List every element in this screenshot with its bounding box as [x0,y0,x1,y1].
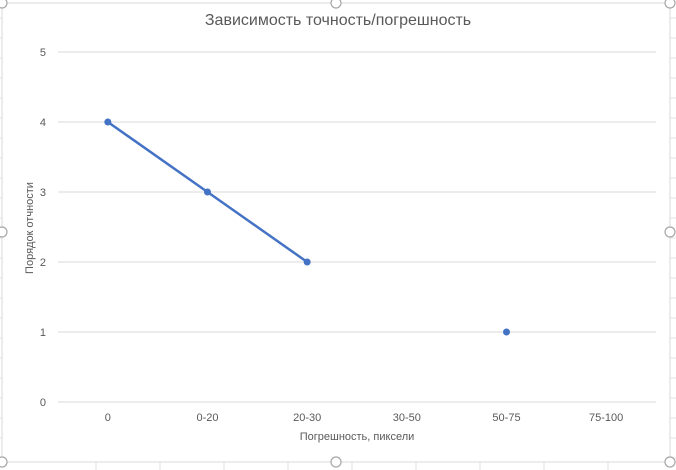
x-tick-label: 50-75 [492,412,520,424]
x-tick-label: 75-100 [589,412,623,424]
x-tick-label: 20-30 [293,412,321,424]
resize-handle[interactable] [0,0,8,9]
y-tick-label: 0 [40,397,46,409]
chart-border [1,2,671,463]
x-tick-labels: 0 0-20 20-30 30-50 50-75 75-100 [105,412,624,424]
resize-handle[interactable] [0,226,8,238]
resize-handle[interactable] [664,0,676,9]
x-axis-label[interactable]: Погрешность, пиксели [299,431,415,443]
data-point[interactable] [303,258,311,266]
y-tick-label: 3 [40,187,46,199]
x-tick-label: 0-20 [196,412,218,424]
x-tick-label: 30-50 [393,412,421,424]
chart-title[interactable]: Зависимость точность/погрешность [204,12,472,29]
y-tick-labels: 0 1 2 3 4 5 [40,47,46,409]
y-tick-label: 1 [40,327,46,339]
data-point[interactable] [503,328,510,336]
gridlines [58,51,656,403]
y-tick-label: 5 [40,47,46,59]
series-group [104,118,510,336]
resize-handle[interactable] [330,0,342,9]
resize-handle[interactable] [330,456,342,468]
x-tick-label: 0 [105,412,111,424]
data-point[interactable] [104,118,112,126]
data-point[interactable] [204,188,211,196]
resize-handle[interactable] [0,456,8,468]
y-tick-label: 2 [40,257,46,269]
y-tick-label: 4 [40,117,46,129]
resize-handle[interactable] [664,456,676,468]
y-axis-label[interactable]: Порядок отчности [24,182,36,274]
resize-handle[interactable] [664,226,676,238]
